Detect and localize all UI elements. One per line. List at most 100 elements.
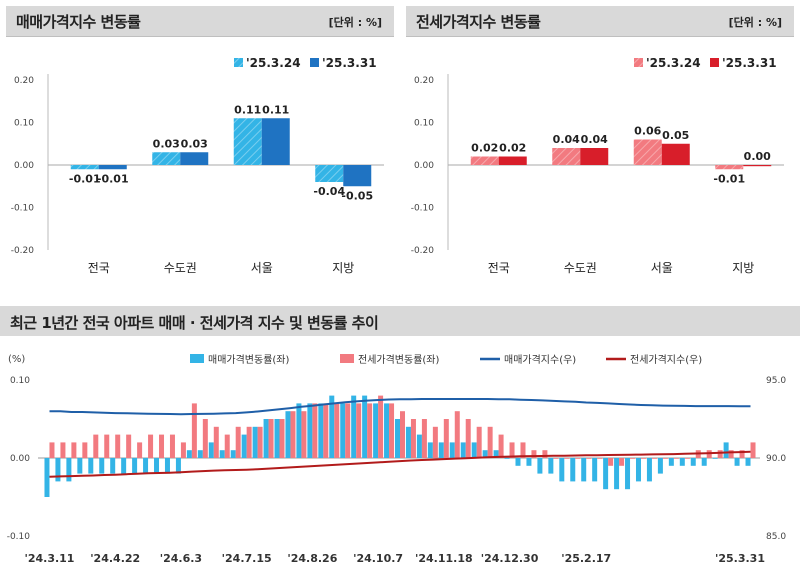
sale-change-bar xyxy=(405,426,411,458)
jeonse-change-bar xyxy=(93,434,99,458)
trend-xtick-label: '24.8.26 xyxy=(287,552,337,565)
trend-ytick-label: 0.00 xyxy=(10,454,30,464)
trend-xtick-label: '24.11.18 xyxy=(415,552,473,565)
jeonse-change-bar xyxy=(542,450,548,458)
jeonse-change-bar xyxy=(49,442,55,458)
sale-change-bar xyxy=(197,450,203,458)
trend-y2tick-label: 95.0 xyxy=(766,376,786,386)
sale-change-bar xyxy=(482,450,488,458)
jeonse-value-label: 0.04 xyxy=(553,133,580,146)
sale-change-bar xyxy=(438,442,444,458)
trend-title-bar: 최근 1년간 전국 아파트 매매 · 전세가격 지수 및 변동률 추이 xyxy=(0,306,800,336)
sale-change-bar xyxy=(132,458,138,474)
jeonse-bar xyxy=(743,165,772,167)
jeonse-change-bar xyxy=(356,403,362,458)
sale-change-bar xyxy=(395,419,400,458)
jeonse-category-label: 수도권 xyxy=(564,261,597,275)
sale-change-unit: [단위 : %] xyxy=(328,16,382,29)
trend-title: 최근 1년간 전국 아파트 매매 · 전세가격 지수 및 변동률 추이 xyxy=(10,314,379,332)
jeonse-change-bar xyxy=(597,458,603,459)
sale-change-bar xyxy=(745,458,751,466)
trend-y-unit: (%) xyxy=(8,354,25,365)
trend-legend-swatch xyxy=(190,354,204,363)
jeonse-value-label: 0.04 xyxy=(581,133,608,146)
jeonse-bar xyxy=(498,156,527,165)
jeonse-change-bar xyxy=(432,426,438,458)
sale-change-bar xyxy=(186,450,192,458)
trend-legend-label: 전세가격지수(우) xyxy=(630,353,702,366)
trend-legend-label: 매매가격변동률(좌) xyxy=(208,353,290,366)
jeonse-change-bar xyxy=(389,403,395,458)
sale-change-bar xyxy=(285,411,291,458)
trend-legend-label: 매매가격지수(우) xyxy=(504,353,576,366)
jeonse-ytick-label: 0.10 xyxy=(414,119,434,129)
sale-change-bar xyxy=(384,403,390,458)
sale-change-bar xyxy=(77,458,83,474)
sale-change-bar xyxy=(537,458,543,474)
jeonse-value-label: -0.01 xyxy=(713,172,745,185)
jeonse-bar xyxy=(633,139,662,165)
sale-legend-label: '25.3.24 xyxy=(246,56,301,70)
jeonse-change-bar xyxy=(520,442,526,458)
sale-change-bar xyxy=(526,458,532,466)
jeonse-change-bar xyxy=(476,426,482,458)
sale-change-bar xyxy=(690,458,696,466)
trend-xtick-label: '24.4.22 xyxy=(90,552,140,565)
jeonse-change-bar xyxy=(312,403,318,458)
jeonse-change-bar xyxy=(575,458,581,459)
jeonse-change-bar xyxy=(640,458,646,459)
jeonse-change-bar xyxy=(213,426,219,458)
jeonse-change-bar xyxy=(410,419,416,458)
jeonse-change-bar xyxy=(137,442,143,458)
jeonse-change-bar xyxy=(487,426,493,458)
sale-change-panel: 매매가격지수 변동률 [단위 : %] 0.20 0.10 0.00 -0.10 -0.… xyxy=(6,6,394,288)
jeonse-change-bar xyxy=(257,426,263,458)
jeonse-change-bar xyxy=(279,419,285,458)
jeonse-ytick-label: 0.20 xyxy=(414,76,434,86)
trend-xtick-label: '25.2.17 xyxy=(561,552,611,565)
jeonse-change-bar xyxy=(651,458,657,459)
sale-bar xyxy=(261,118,290,165)
sale-change-bar xyxy=(570,458,576,482)
jeonse-change-bar xyxy=(553,458,559,459)
sale-bar xyxy=(98,165,127,170)
jeonse-change-bar xyxy=(268,419,274,458)
trend-xtick-label: '24.7.15 xyxy=(222,552,272,565)
sale-change-bar xyxy=(252,426,258,458)
jeonse-bar xyxy=(580,148,609,165)
jeonse-legend-swatch xyxy=(710,58,719,67)
trend-xtick-label: '25.3.31 xyxy=(715,552,765,565)
jeonse-bar xyxy=(715,165,744,170)
jeonse-change-bar xyxy=(191,403,197,458)
sale-change-bar xyxy=(471,442,477,458)
sale-change-bar xyxy=(657,458,663,474)
jeonse-change-bar xyxy=(60,442,66,458)
jeonse-change-bar xyxy=(246,426,252,458)
jeonse-value-label: 0.06 xyxy=(634,125,661,138)
jeonse-value-label: 0.00 xyxy=(744,150,771,163)
jeonse-change-bar xyxy=(378,395,384,458)
jeonse-change-bar xyxy=(104,434,110,458)
jeonse-change-bar xyxy=(71,442,77,458)
sale-ytick-label: -0.10 xyxy=(11,204,35,214)
jeonse-change-bar xyxy=(608,458,614,466)
sale-change-bar xyxy=(66,458,72,482)
sale-change-bar xyxy=(296,403,302,458)
jeonse-change-bar xyxy=(717,450,723,458)
jeonse-bar xyxy=(661,143,690,165)
jeonse-ytick-label: -0.10 xyxy=(411,204,435,214)
sale-index-line xyxy=(49,398,751,416)
sale-change-bar xyxy=(121,458,127,474)
sale-change-bar xyxy=(592,458,598,482)
jeonse-change-bar xyxy=(619,458,625,466)
trend-ytick-label: 0.10 xyxy=(10,376,30,386)
sale-change-bar xyxy=(373,403,379,458)
jeonse-change-bar xyxy=(334,403,340,458)
sale-change-bar xyxy=(625,458,631,490)
sale-value-label: -0.05 xyxy=(341,189,373,202)
jeonse-change-bar xyxy=(465,419,471,458)
jeonse-change-bar xyxy=(323,403,329,458)
sale-value-label: -0.04 xyxy=(313,185,345,198)
jeonse-change-bar xyxy=(202,419,208,458)
